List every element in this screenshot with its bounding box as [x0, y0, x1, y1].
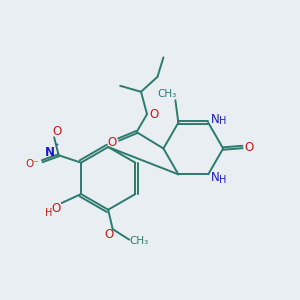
Text: O: O — [244, 140, 254, 154]
Text: N: N — [210, 171, 219, 184]
Text: N: N — [45, 146, 55, 159]
Text: CH₃: CH₃ — [129, 236, 148, 246]
Text: O: O — [52, 202, 61, 215]
Text: H: H — [219, 116, 226, 126]
Text: H: H — [44, 208, 52, 218]
Text: O: O — [149, 108, 158, 121]
Text: N: N — [210, 113, 219, 126]
Text: ⁺: ⁺ — [54, 142, 58, 152]
Text: O: O — [52, 125, 62, 138]
Text: O: O — [107, 136, 117, 149]
Text: O⁻: O⁻ — [26, 159, 40, 169]
Text: O: O — [104, 228, 114, 241]
Text: CH₃: CH₃ — [158, 89, 177, 99]
Text: H: H — [219, 175, 226, 185]
